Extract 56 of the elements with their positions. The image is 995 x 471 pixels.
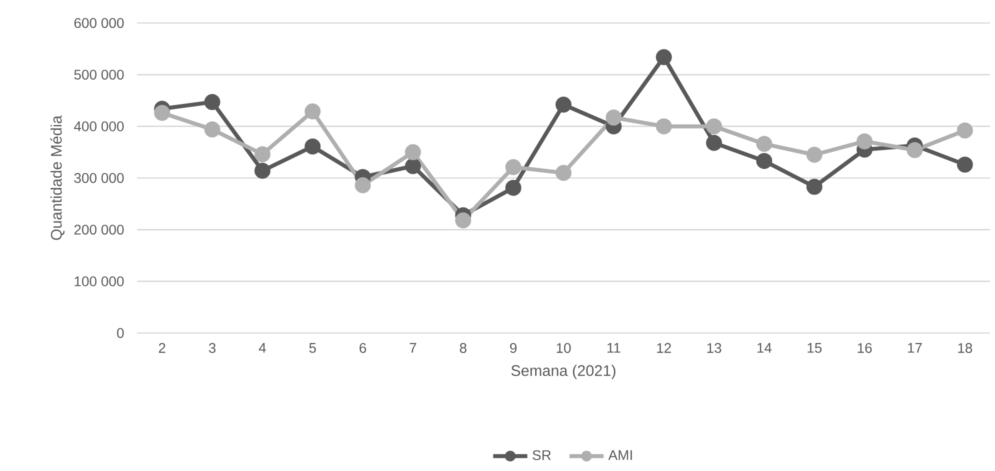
point (505, 159, 522, 176)
x-tick-label: 3 (208, 343, 216, 353)
x-tick-label: 17 (908, 343, 922, 353)
point (706, 134, 722, 151)
x-tick-label: 10 (556, 343, 571, 353)
point (856, 133, 873, 150)
x-tick-label: 16 (858, 343, 872, 353)
point (404, 158, 421, 174)
legend-label: SR (532, 450, 551, 460)
point (806, 146, 822, 163)
x-axis-title: Semana (2021) (511, 364, 616, 380)
x-tick-label: 18 (958, 343, 972, 353)
x-tick-label: 2 (158, 343, 166, 353)
point (354, 177, 371, 194)
x-tick-label: 8 (460, 343, 466, 353)
y-tick-label: 500 000 (74, 70, 124, 80)
x-tick-label: 4 (258, 343, 266, 353)
y-tick-label: 400 000 (74, 121, 124, 132)
point (404, 144, 421, 160)
point (606, 110, 622, 126)
legend-label: AMI (608, 450, 632, 460)
x-tick-label: 15 (808, 343, 822, 353)
point (204, 121, 220, 138)
point (204, 94, 220, 110)
point (304, 138, 321, 154)
x-tick-label: 7 (410, 343, 416, 353)
point (455, 212, 472, 228)
y-axis-title: Quantidade Média (50, 115, 65, 240)
x-tick-label: 12 (657, 343, 671, 353)
point (706, 118, 722, 134)
y-tick-label: 600 000 (74, 18, 124, 28)
point (956, 122, 973, 138)
x-tick-label: 11 (607, 343, 620, 353)
point (656, 118, 672, 134)
x-tick-label: 13 (707, 343, 722, 353)
point (556, 96, 572, 113)
point (304, 103, 321, 120)
point (756, 152, 772, 169)
y-tick-label: 200 000 (74, 224, 124, 235)
x-tick-label: 14 (757, 343, 772, 353)
y-tick-label: 0 (117, 328, 124, 338)
x-tick-label: 9 (510, 343, 517, 353)
point (154, 104, 170, 121)
point (556, 164, 572, 181)
y-tick-label: 100 000 (74, 276, 124, 286)
x-tick-label: 5 (309, 343, 316, 353)
point (906, 142, 923, 158)
point (756, 136, 772, 152)
point (254, 162, 270, 179)
point (505, 180, 522, 196)
point (806, 178, 822, 195)
y-tick-label: 300 000 (74, 173, 124, 183)
point (254, 146, 270, 162)
x-tick-label: 6 (360, 343, 366, 353)
point (956, 156, 973, 173)
point (656, 49, 672, 66)
